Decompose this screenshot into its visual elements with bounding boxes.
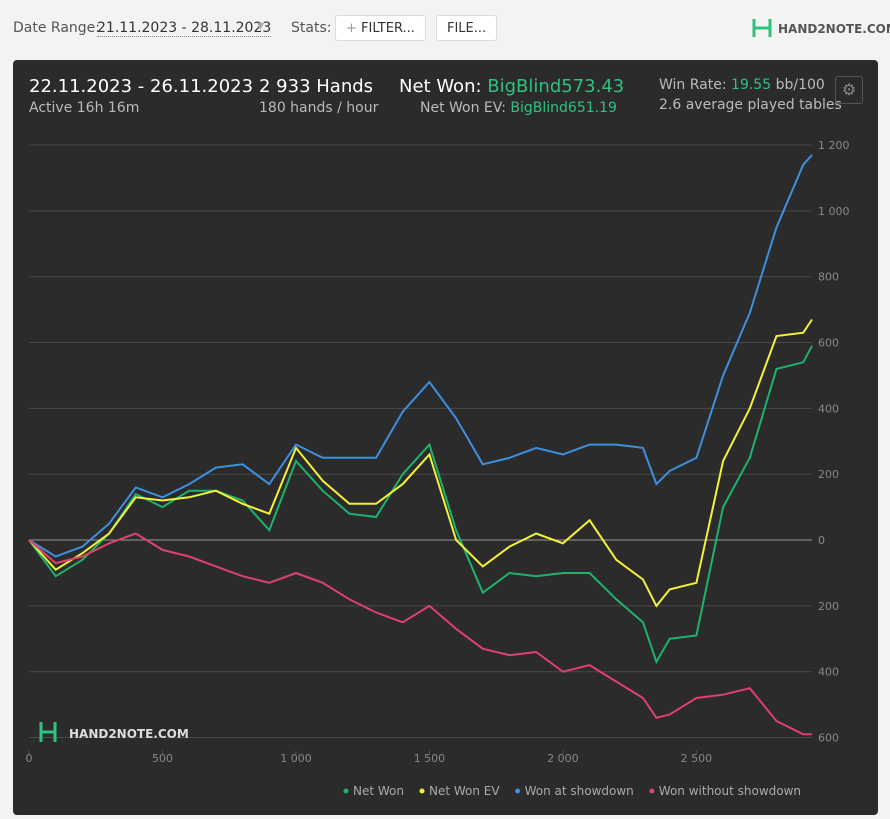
net-won-label: Net Won: [399,76,482,97]
series-line [28,345,813,665]
file-button[interactable]: FILE... [436,15,498,41]
y-tick-label: 600 [818,732,839,745]
legend-label: Won without showdown [659,784,801,798]
x-tick-label: 2 500 [681,752,713,765]
hands: 2 933 Hands [259,76,374,97]
y-tick-label: 600 [818,337,839,350]
active-time: Active 16h 16m [29,100,140,116]
watermark-icon [39,722,57,742]
filter-button[interactable]: + FILTER... [335,15,426,41]
ev: BigBlind651.19 [510,100,617,116]
x-tick-label: 1 500 [414,752,446,765]
win-rate-unit: bb/100 [775,77,825,93]
date-label: Date Range: [13,20,101,36]
toolbar: Date Range: 21.11.2023 - 28.11.2023 ▾ St… [0,0,890,58]
filter-text: FILTER... [361,21,415,36]
stats-label: Stats: [291,20,332,36]
period: 22.11.2023 - 26.11.2023 [29,76,254,97]
win-rate-label: Win Rate: [659,77,727,93]
y-tick-label: 200 [818,600,839,613]
date-range[interactable]: 21.11.2023 - 28.11.2023 [97,20,272,37]
net-won: BigBlind573.43 [487,76,625,97]
x-tick-label: 1 000 [280,752,312,765]
x-tick-label: 500 [152,752,173,765]
win-rate: 19.55 [731,77,772,93]
chart: 600 400 200 0 200 400 600 800 1 000 1 200 0 500 1 00… [26,139,850,798]
hands-rate: 180 hands / hour [259,100,379,116]
watermark: HAND2NOTE.COM [69,727,189,741]
y-tick-label: 1 200 [818,139,850,152]
y-tick-label: 800 [818,271,839,284]
legend-dot [343,788,349,794]
series-line [28,532,812,736]
y-tick-label: 400 [818,666,839,679]
x-tick-label: 0 [26,752,33,765]
legend-label: Net Won [353,784,404,798]
legend-dot [649,788,655,794]
series-line [28,318,813,608]
series-line [28,154,813,558]
legend-label: Won at showdown [525,784,634,798]
y-tick-label: 1 000 [818,205,850,218]
file-text: FILE... [447,21,487,36]
y-tick-label: 200 [818,468,839,481]
y-tick-label: 400 [818,402,839,415]
ev-label: Net Won EV: [420,100,506,116]
y-tick-label: 0 [818,534,825,547]
x-tick-label: 2 000 [547,752,579,765]
tables: 2.6 average played tables [659,97,842,113]
legend-dot [419,788,425,794]
report-panel: 22.11.2023 - 26.11.2023 Active 16h 16m 2… [13,60,878,815]
dropdown-arrow[interactable]: ▾ [257,18,265,34]
logo-text: HAND2NOTE.COM [778,22,890,36]
settings-button[interactable]: ⚙ [835,76,863,104]
legend-label: Net Won EV [429,784,500,798]
logo-icon [752,19,772,37]
legend-dot [515,788,521,794]
